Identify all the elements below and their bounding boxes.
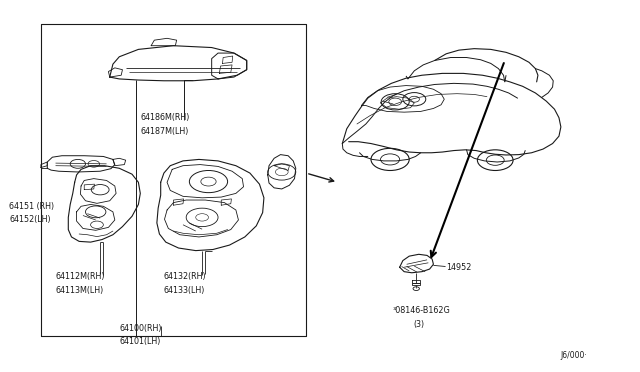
Text: 64187M(LH): 64187M(LH)	[140, 127, 189, 136]
Text: 64132(RH): 64132(RH)	[164, 272, 207, 281]
Text: 64113M(LH): 64113M(LH)	[56, 286, 104, 295]
Text: J6/000·: J6/000·	[561, 350, 588, 360]
Text: ³08146-B162G: ³08146-B162G	[393, 306, 451, 315]
Text: 64186M(RH): 64186M(RH)	[140, 113, 189, 122]
Text: 64151 (RH): 64151 (RH)	[9, 202, 54, 211]
Text: 64112M(RH): 64112M(RH)	[56, 272, 105, 281]
Text: (3): (3)	[413, 320, 425, 329]
Text: 64101(LH): 64101(LH)	[119, 337, 161, 346]
Text: 64152(LH): 64152(LH)	[9, 215, 51, 224]
Text: 14952: 14952	[446, 263, 472, 272]
Text: 64133(LH): 64133(LH)	[164, 286, 205, 295]
Text: 64100(RH): 64100(RH)	[119, 324, 162, 333]
